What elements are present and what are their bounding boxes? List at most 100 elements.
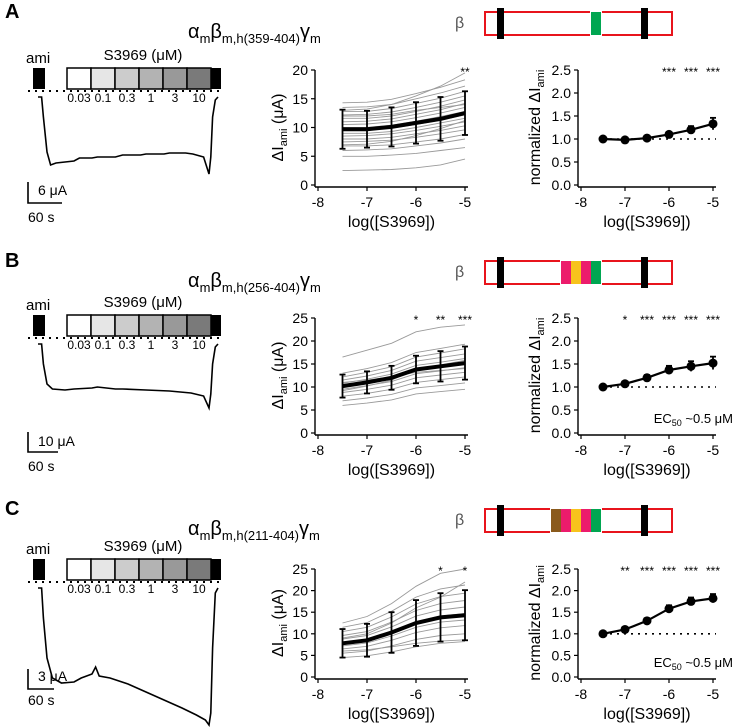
y-tick-label: 5 (300, 402, 308, 418)
mean-point (642, 616, 652, 626)
mean-point (664, 365, 674, 375)
significance-label: *** (706, 65, 720, 79)
concentration-label: 10 (192, 338, 206, 352)
concentration-label: 10 (192, 91, 206, 105)
absolute-chart: ΔIami (μA) (270, 568, 468, 683)
amiloride-bar (33, 315, 45, 336)
concentration-label: 1 (148, 338, 155, 352)
concentration-label: 0.1 (95, 338, 112, 352)
linker-segment-green (591, 509, 601, 532)
x-tick-label: -6 (663, 442, 676, 458)
x-tick-label: -7 (361, 442, 374, 458)
significance-label: *** (684, 564, 698, 578)
time-scale-label: 60 s (28, 209, 54, 225)
concentration-label: 0.3 (119, 582, 136, 596)
individual-trace (342, 324, 466, 358)
individual-trace (342, 584, 466, 628)
compound-label: S3969 (μM) (104, 47, 183, 64)
x-tick-label: -8 (575, 194, 588, 210)
x-axis-label: log([S3969]) (603, 214, 690, 231)
individual-trace (342, 348, 466, 378)
mean-point (642, 133, 652, 143)
individual-trace (342, 95, 466, 116)
concentration-step (162, 67, 188, 90)
y-tick-label: 15 (292, 91, 308, 107)
amiloride-label: ami (26, 50, 50, 67)
concentration-label: 10 (192, 582, 206, 596)
significance-label: *** (706, 564, 720, 578)
panel-letter: B (5, 250, 19, 272)
individual-trace (342, 90, 466, 112)
x-tick-label: -7 (361, 686, 374, 702)
concentration-step (186, 67, 212, 90)
concentration-label: 0.03 (67, 91, 91, 105)
significance-label: ** (436, 313, 446, 327)
significance-label: *** (706, 313, 720, 327)
normalized-chart: normalized ΔIami EC50 ~0.5 μM (527, 317, 733, 439)
y-tick-label: 20 (292, 62, 308, 78)
amiloride-bar (33, 559, 45, 580)
x-tick-label: -8 (575, 442, 588, 458)
x-tick-label: -6 (410, 686, 423, 702)
individual-trace (342, 158, 466, 172)
mean-point (686, 361, 696, 371)
individual-trace (342, 117, 466, 134)
x-tick-label: -7 (619, 194, 632, 210)
mean-line (342, 361, 466, 389)
y-tick-label: 1.5 (552, 604, 572, 620)
significance-label: *** (662, 564, 676, 578)
y-axis-label: normalized ΔIami (527, 565, 547, 681)
mean-point (642, 373, 652, 383)
concentration-step (114, 314, 140, 337)
y-tick-label: 0.0 (552, 177, 572, 193)
x-axis-label: log([S3969]) (603, 462, 690, 479)
y-axis-label: normalized ΔIami (527, 70, 547, 186)
individual-trace (342, 358, 466, 384)
concentration-step (66, 314, 92, 337)
significance-label: *** (662, 65, 676, 79)
mean-point (708, 358, 718, 368)
concentration-label: 0.3 (119, 338, 136, 352)
x-tick-label: -5 (707, 194, 720, 210)
mean-point (598, 382, 608, 392)
individual-trace (342, 102, 466, 123)
construct-title: αmβm,h(211-404)γm (188, 518, 320, 543)
y-tick-label: 5 (300, 647, 308, 663)
panel-letter: A (5, 1, 19, 23)
individual-trace (342, 125, 466, 140)
amiloride-bar-end (211, 559, 221, 580)
concentration-label: 0.1 (95, 91, 112, 105)
x-tick-label: -8 (312, 442, 325, 458)
y-tick-label: 0.0 (552, 669, 572, 685)
x-tick-label: -8 (312, 686, 325, 702)
x-tick-label: -7 (619, 686, 632, 702)
x-axis-label: log([S3969]) (348, 214, 435, 231)
x-tick-label: -6 (410, 194, 423, 210)
x-tick-label: -6 (663, 686, 676, 702)
y-tick-label: 0 (300, 177, 308, 193)
concentration-step (90, 314, 116, 337)
ec50-label: EC50 ~0.5 μM (654, 411, 733, 428)
individual-trace (342, 600, 466, 636)
concentration-label: 1 (148, 91, 155, 105)
concentration-label: 0.03 (67, 582, 91, 596)
mean-line (602, 362, 714, 389)
amiloride-bar (33, 68, 45, 89)
linker-segment-pink (561, 261, 571, 284)
scale-bar (27, 182, 62, 204)
individual-trace (342, 371, 466, 393)
linker-segment-green (591, 12, 601, 35)
mean-point (598, 629, 608, 639)
tm1-bar (497, 505, 504, 536)
time-scale-label: 60 s (28, 692, 54, 708)
x-axis-label: log([S3969]) (603, 706, 690, 723)
individual-trace (342, 99, 466, 119)
y-tick-label: 1.0 (552, 626, 572, 642)
y-axis-label: ΔIami (μA) (270, 589, 290, 657)
individual-trace (342, 592, 466, 633)
y-axis-label: ΔIami (μA) (270, 342, 290, 410)
individual-trace (342, 581, 466, 639)
individual-trace (342, 106, 466, 126)
concentration-label: 3 (172, 582, 179, 596)
